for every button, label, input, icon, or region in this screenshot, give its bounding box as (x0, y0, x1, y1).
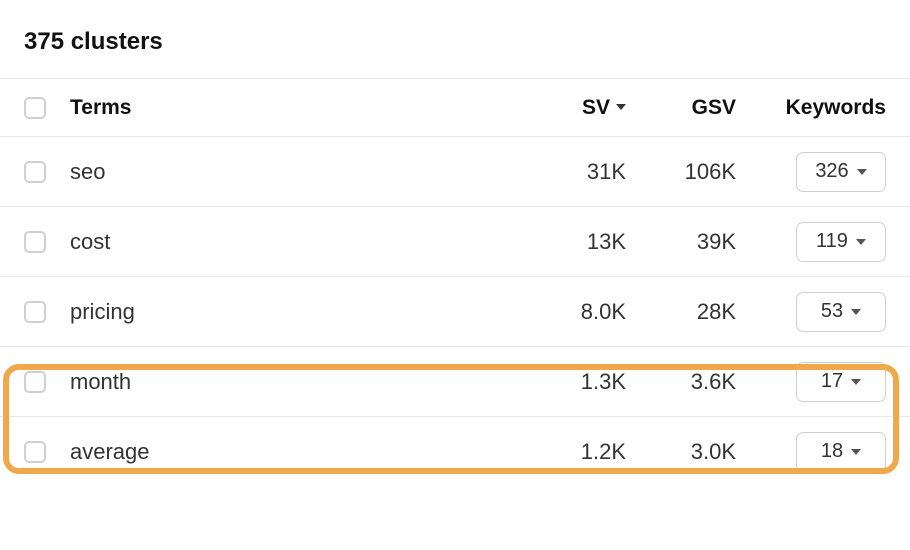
checkbox-cell (24, 441, 62, 463)
row-checkbox[interactable] (24, 161, 46, 183)
keywords-dropdown-button[interactable]: 17 (796, 362, 886, 402)
chevron-down-icon (851, 449, 861, 455)
keywords-count: 326 (815, 160, 848, 183)
row-checkbox[interactable] (24, 301, 46, 323)
keywords-count: 18 (821, 440, 843, 463)
keywords-cell: 18 (736, 432, 886, 472)
keywords-cell: 326 (736, 152, 886, 192)
table-row: pricing8.0K28K 53 (0, 276, 910, 346)
keywords-count: 53 (821, 300, 843, 323)
table-header-row: Terms SV GSV Keywords (0, 78, 910, 136)
term-cell: cost (62, 229, 516, 255)
header-terms[interactable]: Terms (62, 96, 516, 120)
keywords-dropdown-button[interactable]: 18 (796, 432, 886, 472)
header-sv-label: SV (582, 96, 610, 120)
chevron-down-icon (851, 379, 861, 385)
select-all-checkbox[interactable] (24, 97, 46, 119)
checkbox-cell (24, 301, 62, 323)
gsv-cell: 106K (626, 159, 736, 185)
chevron-down-icon (857, 169, 867, 175)
keywords-cell: 53 (736, 292, 886, 332)
table-row: seo31K106K 326 (0, 136, 910, 206)
row-checkbox[interactable] (24, 231, 46, 253)
keywords-dropdown-button[interactable]: 53 (796, 292, 886, 332)
chevron-down-icon (856, 239, 866, 245)
keywords-cell: 119 (736, 222, 886, 262)
keywords-count: 119 (816, 230, 848, 253)
term-cell: month (62, 369, 516, 395)
sv-cell: 13K (516, 229, 626, 255)
header-gsv[interactable]: GSV (626, 96, 736, 120)
keywords-dropdown-button[interactable]: 326 (796, 152, 886, 192)
table-row: cost13K39K 119 (0, 206, 910, 276)
term-cell: pricing (62, 299, 516, 325)
table-row: average1.2K3.0K 18 (0, 416, 910, 486)
sv-cell: 1.2K (516, 439, 626, 465)
keywords-cell: 17 (736, 362, 886, 402)
header-sv[interactable]: SV (516, 96, 626, 120)
chevron-down-icon (851, 309, 861, 315)
checkbox-cell (24, 161, 62, 183)
gsv-cell: 28K (626, 299, 736, 325)
keywords-count: 17 (821, 370, 843, 393)
clusters-table: Terms SV GSV Keywords seo31K106K326cost1… (0, 78, 910, 486)
sv-cell: 1.3K (516, 369, 626, 395)
gsv-cell: 39K (626, 229, 736, 255)
gsv-cell: 3.0K (626, 439, 736, 465)
row-checkbox[interactable] (24, 371, 46, 393)
term-cell: average (62, 439, 516, 465)
header-keywords[interactable]: Keywords (736, 96, 886, 120)
sv-cell: 8.0K (516, 299, 626, 325)
keywords-dropdown-button[interactable]: 119 (796, 222, 886, 262)
checkbox-cell (24, 231, 62, 253)
term-cell: seo (62, 159, 516, 185)
checkbox-cell (24, 371, 62, 393)
table-row: month1.3K3.6K 17 (0, 346, 910, 416)
row-checkbox[interactable] (24, 441, 46, 463)
sort-desc-icon (616, 104, 626, 110)
header-checkbox-cell (24, 97, 62, 119)
page-title: 375 clusters (0, 0, 910, 78)
sv-cell: 31K (516, 159, 626, 185)
gsv-cell: 3.6K (626, 369, 736, 395)
